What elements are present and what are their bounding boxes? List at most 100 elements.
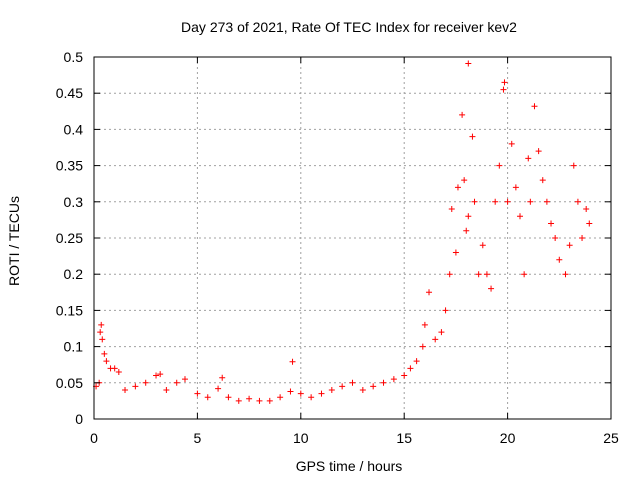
data-point [235,397,242,404]
data-point [277,394,284,401]
data-point [289,358,296,365]
data-point [421,321,428,328]
data-point [163,387,170,394]
data-point [407,365,414,372]
data-point [173,379,180,386]
data-point [380,379,387,386]
data-point [579,235,586,241]
y-tick-label: 0.45 [56,85,83,101]
data-point [500,86,507,93]
y-tick-label: 0.5 [64,49,84,65]
data-point [508,140,515,147]
data-point [556,256,563,263]
y-tick-label: 0.2 [64,266,84,282]
data-point [401,372,408,379]
data-point [543,198,550,205]
data-point [297,390,304,397]
data-point [359,387,366,394]
y-tick-label: 0.3 [64,194,84,210]
x-tick-label: 15 [396,430,412,446]
y-tick-label: 0.25 [56,230,83,246]
data-point [181,376,188,383]
data-point [318,390,325,397]
data-point [525,155,532,162]
data-point [465,213,472,220]
data-point [465,60,472,67]
data-point [349,379,356,386]
data-point [419,343,426,350]
data-point [479,242,486,249]
chart-title: Day 273 of 2021, Rate Of TEC Index for r… [181,19,517,35]
data-point [535,148,542,155]
data-point [219,374,226,381]
data-point [287,388,294,395]
data-point [426,289,433,296]
y-tick-label: 0 [75,411,83,427]
axes: 0 0.05 0.1 0.15 0.2 0.25 0.3 0.35 0.4 0.45 0.5 0 5 10… [56,49,619,446]
data-point [562,271,569,278]
data-point [115,368,122,375]
y-tick-label: 0.1 [64,339,84,355]
data-point [266,397,273,404]
x-tick-label: 25 [603,430,619,446]
data-point [413,358,420,365]
data-point [475,271,482,278]
data-point [204,394,211,401]
data-point [328,387,335,394]
data-point [246,395,253,402]
data-point [448,206,455,213]
data-point [215,385,222,392]
data-point [461,177,468,184]
data-point [157,371,164,378]
data-point [446,271,453,278]
data-point [517,213,524,220]
data-point [97,329,104,336]
y-tick-label: 0.05 [56,375,83,391]
data-point [566,242,573,249]
data-point [552,235,559,241]
data-point [488,285,495,292]
x-axis-label: GPS time / hours [296,458,403,474]
data-point [438,329,445,336]
data-point [501,79,508,86]
x-tick-label: 0 [90,430,98,446]
data-point [492,198,499,205]
data-point [574,198,581,205]
data-point [442,307,449,314]
data-point [256,397,263,404]
data-point [583,206,590,213]
data-point [452,249,459,256]
data-point [586,220,593,227]
y-tick-label: 0.15 [56,302,83,318]
data-point [432,336,439,343]
data-point [496,162,503,169]
data-point [98,321,105,328]
x-tick-label: 5 [194,430,202,446]
y-axis-label: ROTI / TECUs [6,196,22,286]
data-point [521,271,528,278]
data-point [339,383,346,390]
data-point [111,365,118,372]
x-tick-label: 20 [500,430,516,446]
data-point [225,394,232,401]
data-point [153,372,160,379]
data-point [99,336,106,343]
data-point [483,271,490,278]
y-tick-label: 0.35 [56,158,83,174]
data-point [570,162,577,169]
data-point [142,379,149,386]
data-point [531,103,538,110]
data-point [103,358,110,365]
data-point [504,198,511,205]
data-point [539,177,546,184]
data-point [463,227,470,234]
data-point [194,390,201,397]
data-point [132,383,139,390]
data-point [454,184,461,191]
data-point [308,394,315,401]
y-tick-label: 0.4 [64,121,84,137]
data-point [527,198,534,205]
data-point [101,350,108,357]
